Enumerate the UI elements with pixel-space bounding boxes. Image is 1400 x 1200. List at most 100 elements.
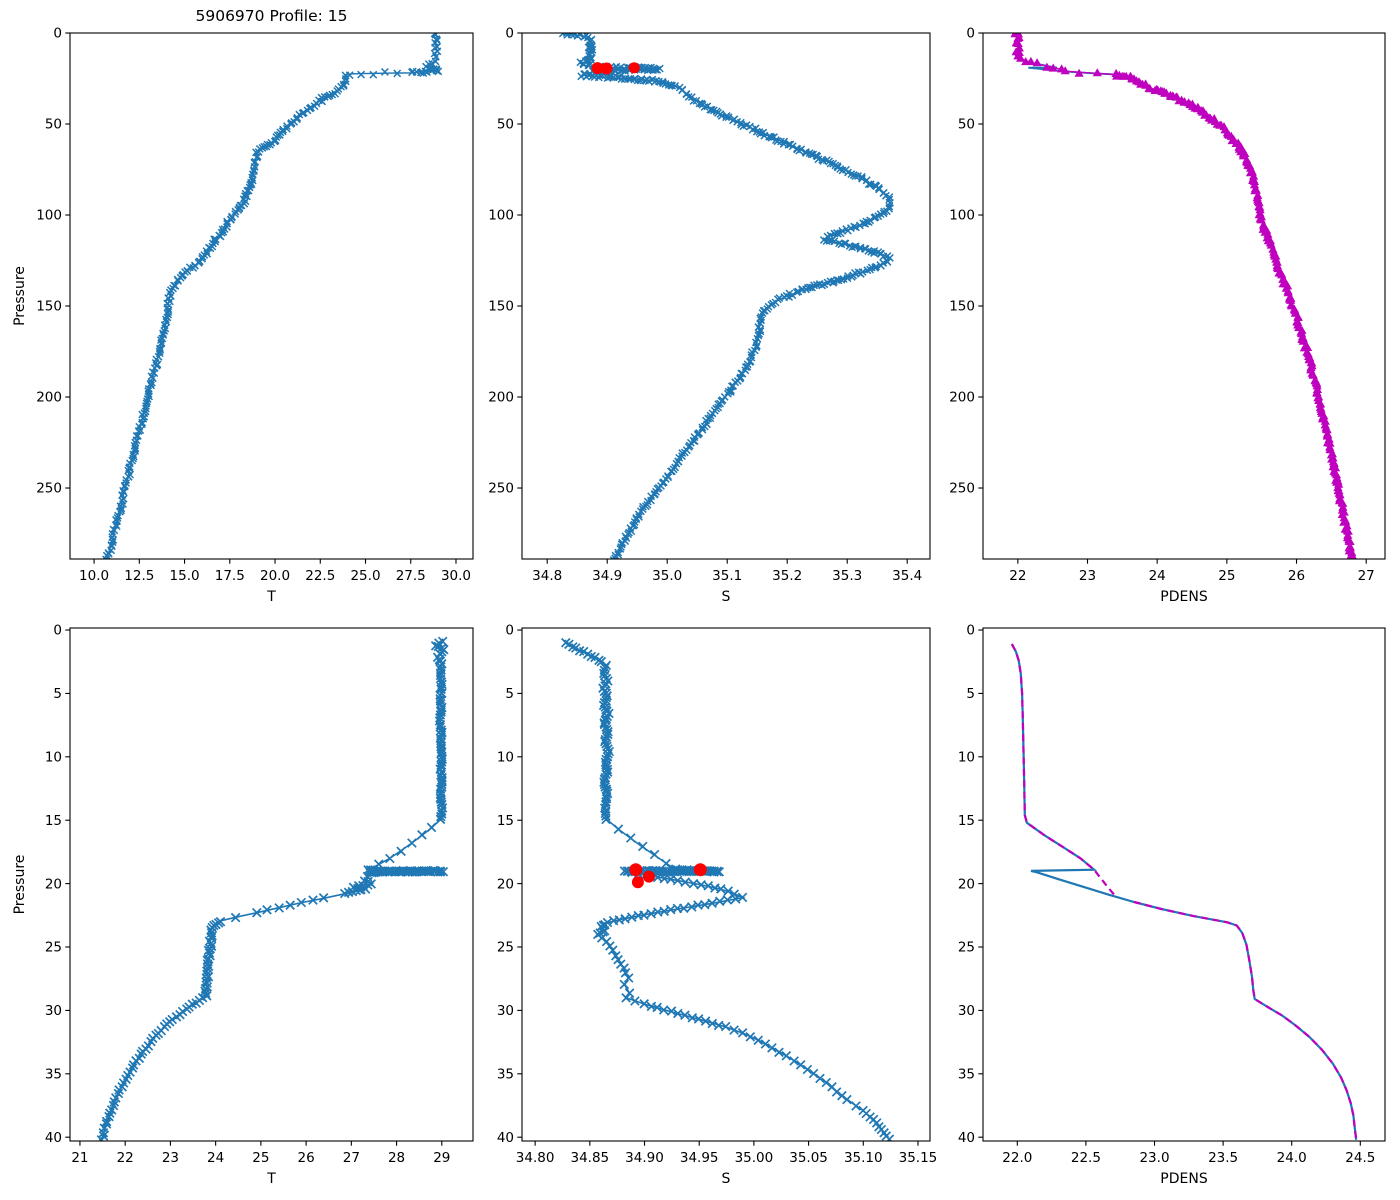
qc-flag-dot <box>642 870 655 883</box>
pdens-profile-markers <box>1010 33 1357 559</box>
axes-spines <box>521 32 931 560</box>
y-tick-label: 30 <box>45 1003 62 1019</box>
x-tick-label: 34.80 <box>516 1150 555 1166</box>
y-tick-label: 150 <box>36 299 62 315</box>
x-tick-label: 24.0 <box>1277 1150 1307 1166</box>
y-tick-label: 250 <box>488 481 514 497</box>
y-tick-label: 200 <box>488 390 514 406</box>
x-axis-label: T <box>266 1171 276 1187</box>
y-tick-label: 5 <box>53 686 62 702</box>
x-tick-label: 35.15 <box>899 1150 938 1166</box>
y-tick-label: 15 <box>45 813 62 829</box>
y-tick-label: 100 <box>949 208 975 224</box>
pdens-adjusted-dashed-line <box>1010 643 1117 898</box>
y-tick-label: 25 <box>958 940 975 956</box>
qc-flag-dot <box>693 863 707 877</box>
x-tick-label: 27 <box>1358 568 1375 584</box>
y-tick-label: 50 <box>497 117 514 133</box>
qc-flag-dot <box>631 876 644 889</box>
x-tick-label: 24.5 <box>1345 1150 1375 1166</box>
y-tick-label: 5 <box>505 686 514 702</box>
salinity-profile-line <box>562 33 891 559</box>
temperature-profile-zoom-markers <box>96 636 449 1141</box>
y-tick-label: 30 <box>497 1003 514 1019</box>
y-tick-label: 150 <box>488 299 514 315</box>
pdens-raw-line-zoom-line <box>1010 643 1358 1140</box>
y-tick-label: 40 <box>958 1130 975 1146</box>
x-tick-label: 34.90 <box>625 1150 664 1166</box>
x-tick-label: 23.5 <box>1208 1150 1238 1166</box>
x-tick-label: 35.00 <box>735 1150 774 1166</box>
x-tick-label: 20.0 <box>260 568 290 584</box>
plot-T-zoom: 21 22 23 24 25 26 27 28 29 0 5 10 15 20 25 30 35 40 T Press… <box>12 623 474 1187</box>
x-tick-label: 35.2 <box>772 568 802 584</box>
temperature-profile-line <box>104 33 441 559</box>
x-tick-label: 26 <box>298 1150 315 1166</box>
y-tick-label: 250 <box>36 481 62 497</box>
axes-spines <box>982 32 1386 560</box>
x-tick-label: 35.3 <box>832 568 862 584</box>
y-tick-label: 50 <box>45 117 62 133</box>
x-tick-label: 30.0 <box>441 568 471 584</box>
y-tick-label: 200 <box>949 390 975 406</box>
y-tick-label: 100 <box>488 208 514 224</box>
x-axis-label: PDENS <box>1160 589 1208 605</box>
x-tick-label: 22.5 <box>1071 1150 1101 1166</box>
x-tick-label: 27 <box>343 1150 360 1166</box>
y-tick-label: 150 <box>949 299 975 315</box>
y-tick-label: 15 <box>958 813 975 829</box>
axes-spines <box>69 32 474 560</box>
qc-flag-dot <box>591 62 604 75</box>
y-tick-label: 25 <box>497 940 514 956</box>
y-tick-label: 10 <box>958 750 975 766</box>
x-tick-label: 29 <box>433 1150 450 1166</box>
x-tick-label: 22.0 <box>1002 1150 1032 1166</box>
y-tick-label: 0 <box>505 623 514 639</box>
pdens-profile-line <box>1014 33 1354 559</box>
y-tick-label: 20 <box>45 876 62 892</box>
x-tick-label: 22.5 <box>305 568 335 584</box>
x-tick-label: 24 <box>1149 568 1166 584</box>
x-axis-label: S <box>722 589 731 605</box>
x-tick-label: 23.0 <box>1139 1150 1169 1166</box>
y-tick-label: 5 <box>966 686 975 702</box>
x-tick-label: 23 <box>162 1150 179 1166</box>
y-tick-label: 250 <box>949 481 975 497</box>
qc-flag-dot <box>629 863 643 877</box>
y-tick-label: 15 <box>497 813 514 829</box>
salinity-profile-markers <box>558 33 894 559</box>
plot-S-zoom: 34.80 34.85 34.90 34.95 35.00 35.05 35.10 35.15… <box>497 623 937 1187</box>
qc-flag-dot <box>600 62 613 75</box>
y-tick-label: 10 <box>497 750 514 766</box>
y-axis-label: Pressure <box>12 855 28 915</box>
plot-PDENS-zoom: 22.0 22.5 23.0 23.5 24.0 24.5 0 5 10 15 20 25 30 35 40… <box>958 623 1386 1187</box>
x-tick-label: 15.0 <box>170 568 200 584</box>
y-axis-label: Pressure <box>12 266 28 326</box>
x-tick-label: 35.4 <box>892 568 922 584</box>
x-tick-label: 17.5 <box>215 568 245 584</box>
y-tick-label: 20 <box>497 876 514 892</box>
x-axis-label: S <box>722 1171 731 1187</box>
y-tick-label: 50 <box>958 117 975 133</box>
x-tick-label: 35.10 <box>844 1150 883 1166</box>
axes-spines <box>982 627 1386 1142</box>
y-tick-label: 0 <box>966 623 975 639</box>
y-tick-label: 40 <box>45 1130 62 1146</box>
x-tick-label: 22 <box>1009 568 1026 584</box>
y-tick-label: 35 <box>497 1067 514 1083</box>
x-tick-label: 35.0 <box>652 568 682 584</box>
x-tick-label: 28 <box>388 1150 405 1166</box>
qc-flag-dot <box>628 62 640 74</box>
y-tick-label: 0 <box>53 623 62 639</box>
x-tick-label: 23 <box>1079 568 1096 584</box>
x-tick-label: 22 <box>117 1150 134 1166</box>
pdens-adjusted-dashed-line <box>1133 900 1358 1140</box>
y-tick-label: 40 <box>497 1130 514 1146</box>
y-tick-label: 20 <box>958 876 975 892</box>
x-tick-label: 21 <box>71 1150 88 1166</box>
x-tick-label: 25 <box>1218 568 1235 584</box>
temperature-profile-markers <box>102 33 443 559</box>
x-tick-label: 27.5 <box>396 568 426 584</box>
